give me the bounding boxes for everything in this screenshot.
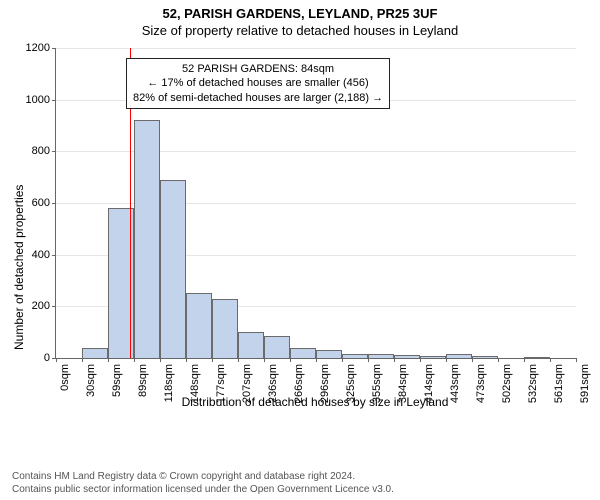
histogram-bar <box>368 354 394 358</box>
histogram-bar <box>524 357 550 358</box>
histogram-bar <box>238 332 264 358</box>
chart-container: 52, PARISH GARDENS, LEYLAND, PR25 3UF Si… <box>0 0 600 500</box>
y-tick-label: 400 <box>32 249 50 261</box>
grid-line <box>56 48 576 49</box>
y-tick <box>52 306 56 307</box>
histogram-bar <box>82 348 108 358</box>
x-tick <box>160 358 161 362</box>
y-tick-label: 800 <box>32 145 50 157</box>
footer: Contains HM Land Registry data © Crown c… <box>12 470 394 496</box>
x-tick <box>342 358 343 362</box>
histogram-bar <box>160 180 186 358</box>
y-tick <box>52 48 56 49</box>
x-tick <box>524 358 525 362</box>
histogram-bar <box>342 354 368 358</box>
histogram-bar <box>446 354 472 358</box>
plot-area: 0200400600800100012000sqm30sqm59sqm89sqm… <box>55 48 576 359</box>
annotation-line2: ← 17% of detached houses are smaller (45… <box>133 76 383 90</box>
footer-line2: Contains public sector information licen… <box>12 483 394 496</box>
histogram-bar <box>134 120 160 358</box>
x-tick-label: 0sqm <box>59 364 71 391</box>
y-tick-label: 1000 <box>26 94 50 106</box>
x-tick <box>264 358 265 362</box>
x-tick <box>394 358 395 362</box>
x-tick <box>134 358 135 362</box>
x-tick <box>576 358 577 362</box>
x-tick <box>82 358 83 362</box>
x-tick <box>550 358 551 362</box>
x-tick <box>498 358 499 362</box>
x-tick <box>368 358 369 362</box>
subtitle: Size of property relative to detached ho… <box>0 21 600 38</box>
histogram-bar <box>472 356 498 358</box>
x-tick <box>212 358 213 362</box>
chart-area: Number of detached properties 0200400600… <box>0 40 600 440</box>
y-tick <box>52 151 56 152</box>
x-tick <box>186 358 187 362</box>
x-tick <box>56 358 57 362</box>
histogram-bar <box>290 348 316 358</box>
histogram-bar <box>264 336 290 358</box>
y-tick-label: 1200 <box>26 42 50 54</box>
y-axis-label: Number of detached properties <box>12 185 26 350</box>
footer-line1: Contains HM Land Registry data © Crown c… <box>12 470 394 483</box>
annotation-line1: 52 PARISH GARDENS: 84sqm <box>133 62 383 76</box>
x-tick <box>238 358 239 362</box>
x-tick <box>316 358 317 362</box>
annotation-box: 52 PARISH GARDENS: 84sqm ← 17% of detach… <box>126 58 390 109</box>
x-tick-label: 591sqm <box>579 364 591 403</box>
x-tick <box>446 358 447 362</box>
x-tick <box>420 358 421 362</box>
address-title: 52, PARISH GARDENS, LEYLAND, PR25 3UF <box>0 0 600 21</box>
x-axis-label: Distribution of detached houses by size … <box>55 395 575 409</box>
x-tick-label: 59sqm <box>111 364 123 397</box>
y-tick <box>52 255 56 256</box>
y-tick-label: 0 <box>44 352 50 364</box>
x-tick <box>108 358 109 362</box>
histogram-bar <box>394 355 420 358</box>
histogram-bar <box>186 293 212 358</box>
y-tick <box>52 203 56 204</box>
histogram-bar <box>316 350 342 358</box>
histogram-bar <box>420 356 446 358</box>
histogram-bar <box>212 299 238 358</box>
y-tick-label: 200 <box>32 300 50 312</box>
y-tick-label: 600 <box>32 197 50 209</box>
y-tick <box>52 100 56 101</box>
annotation-line3: 82% of semi-detached houses are larger (… <box>133 91 383 105</box>
x-tick <box>472 358 473 362</box>
x-tick-label: 30sqm <box>85 364 97 397</box>
x-tick-label: 89sqm <box>137 364 149 397</box>
x-tick <box>290 358 291 362</box>
